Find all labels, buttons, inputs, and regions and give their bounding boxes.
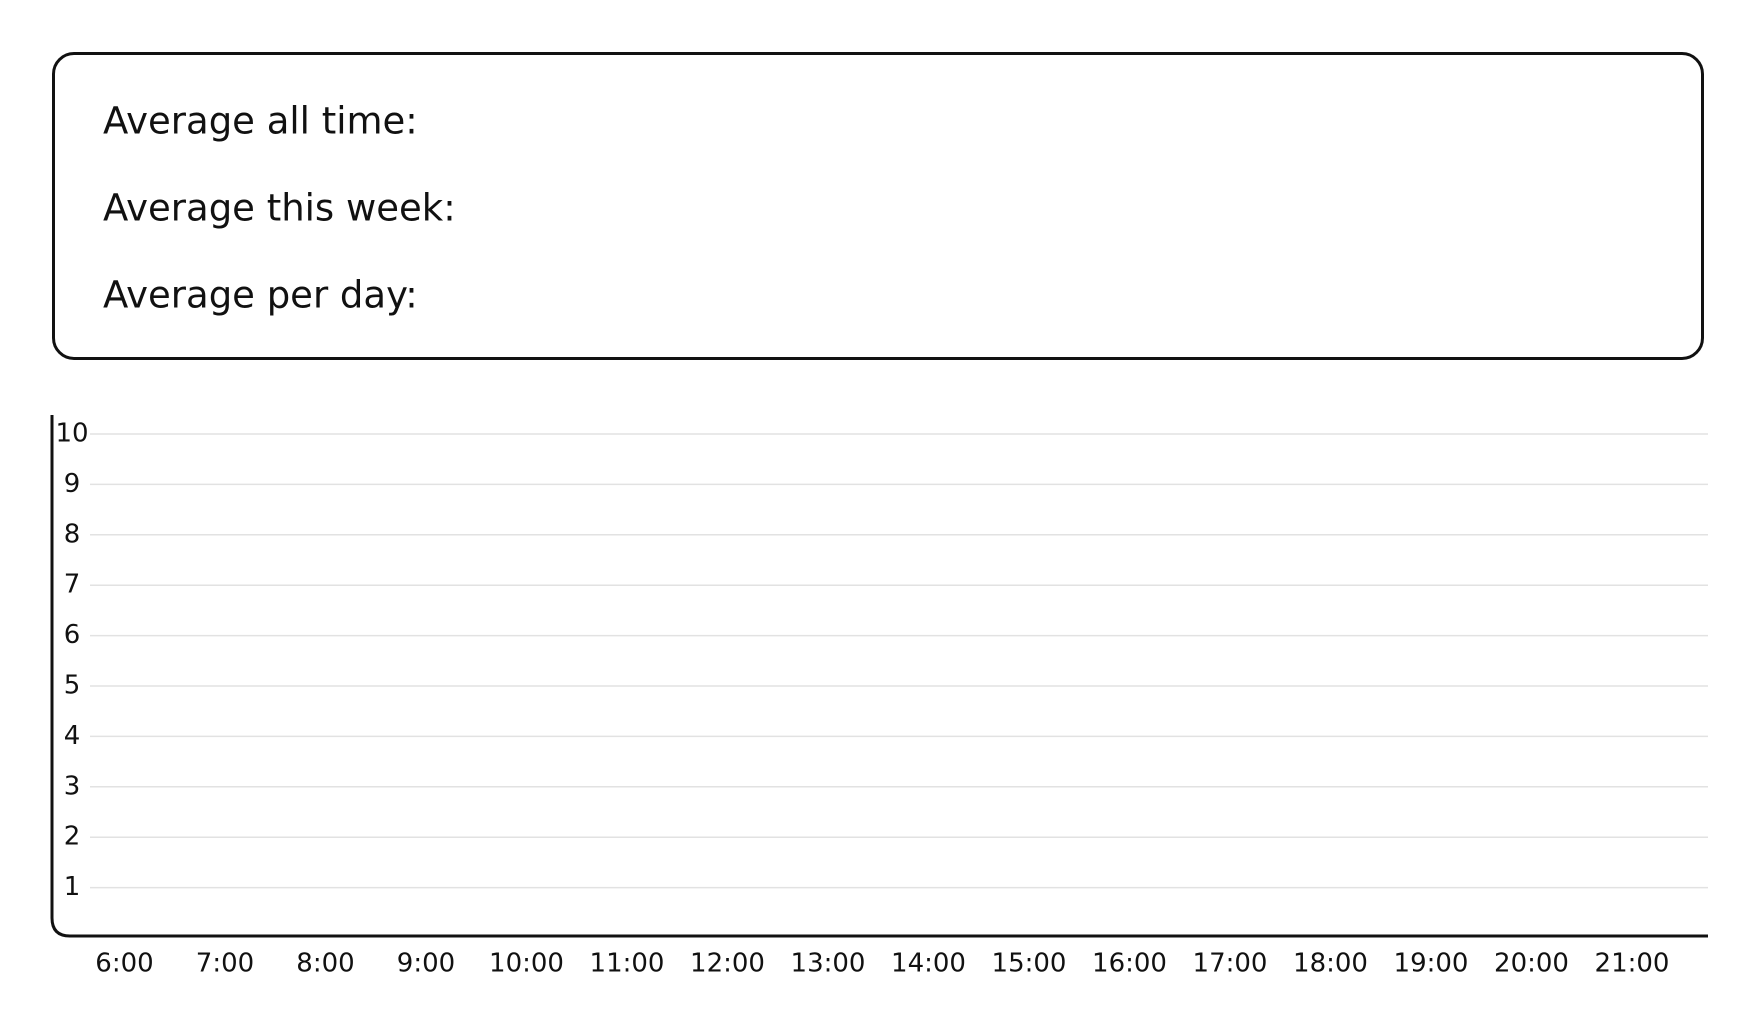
y-tick-label: 5 bbox=[64, 671, 81, 701]
y-tick-label: 1 bbox=[64, 872, 81, 902]
x-tick-label: 9:00 bbox=[397, 949, 455, 979]
stat-label: Average per day: bbox=[103, 273, 418, 317]
axes bbox=[50, 415, 1708, 938]
x-tick-label: 19:00 bbox=[1394, 949, 1469, 979]
y-tick-label: 3 bbox=[64, 771, 81, 801]
y-tick-label: 8 bbox=[64, 519, 81, 549]
x-tick-label: 12:00 bbox=[690, 949, 765, 979]
stat-label: Average all time: bbox=[103, 99, 418, 143]
x-tick-label: 20:00 bbox=[1494, 949, 1569, 979]
x-tick-label: 11:00 bbox=[590, 949, 665, 979]
y-tick-label: 4 bbox=[64, 721, 81, 751]
x-tick-label: 15:00 bbox=[992, 949, 1067, 979]
x-tick-label: 10:00 bbox=[489, 949, 564, 979]
x-tick-label: 21:00 bbox=[1595, 949, 1670, 979]
x-tick-label: 8:00 bbox=[296, 949, 354, 979]
y-tick-label: 2 bbox=[64, 822, 81, 852]
x-tick-label: 7:00 bbox=[196, 949, 254, 979]
x-tick-label: 17:00 bbox=[1193, 949, 1268, 979]
stat-label: Average this week: bbox=[103, 186, 456, 230]
y-tick-label: 9 bbox=[64, 469, 81, 499]
x-tick-label: 16:00 bbox=[1092, 949, 1167, 979]
y-tick-label: 6 bbox=[64, 620, 81, 650]
y-tick-label: 10 bbox=[55, 419, 88, 449]
x-tick-label: 14:00 bbox=[891, 949, 966, 979]
stats-card: Average all time: Average this week: Ave… bbox=[52, 52, 1704, 360]
x-tick-label: 13:00 bbox=[791, 949, 866, 979]
x-tick-label: 6:00 bbox=[95, 949, 153, 979]
y-tick-label: 7 bbox=[64, 570, 81, 600]
x-tick-label: 18:00 bbox=[1293, 949, 1368, 979]
